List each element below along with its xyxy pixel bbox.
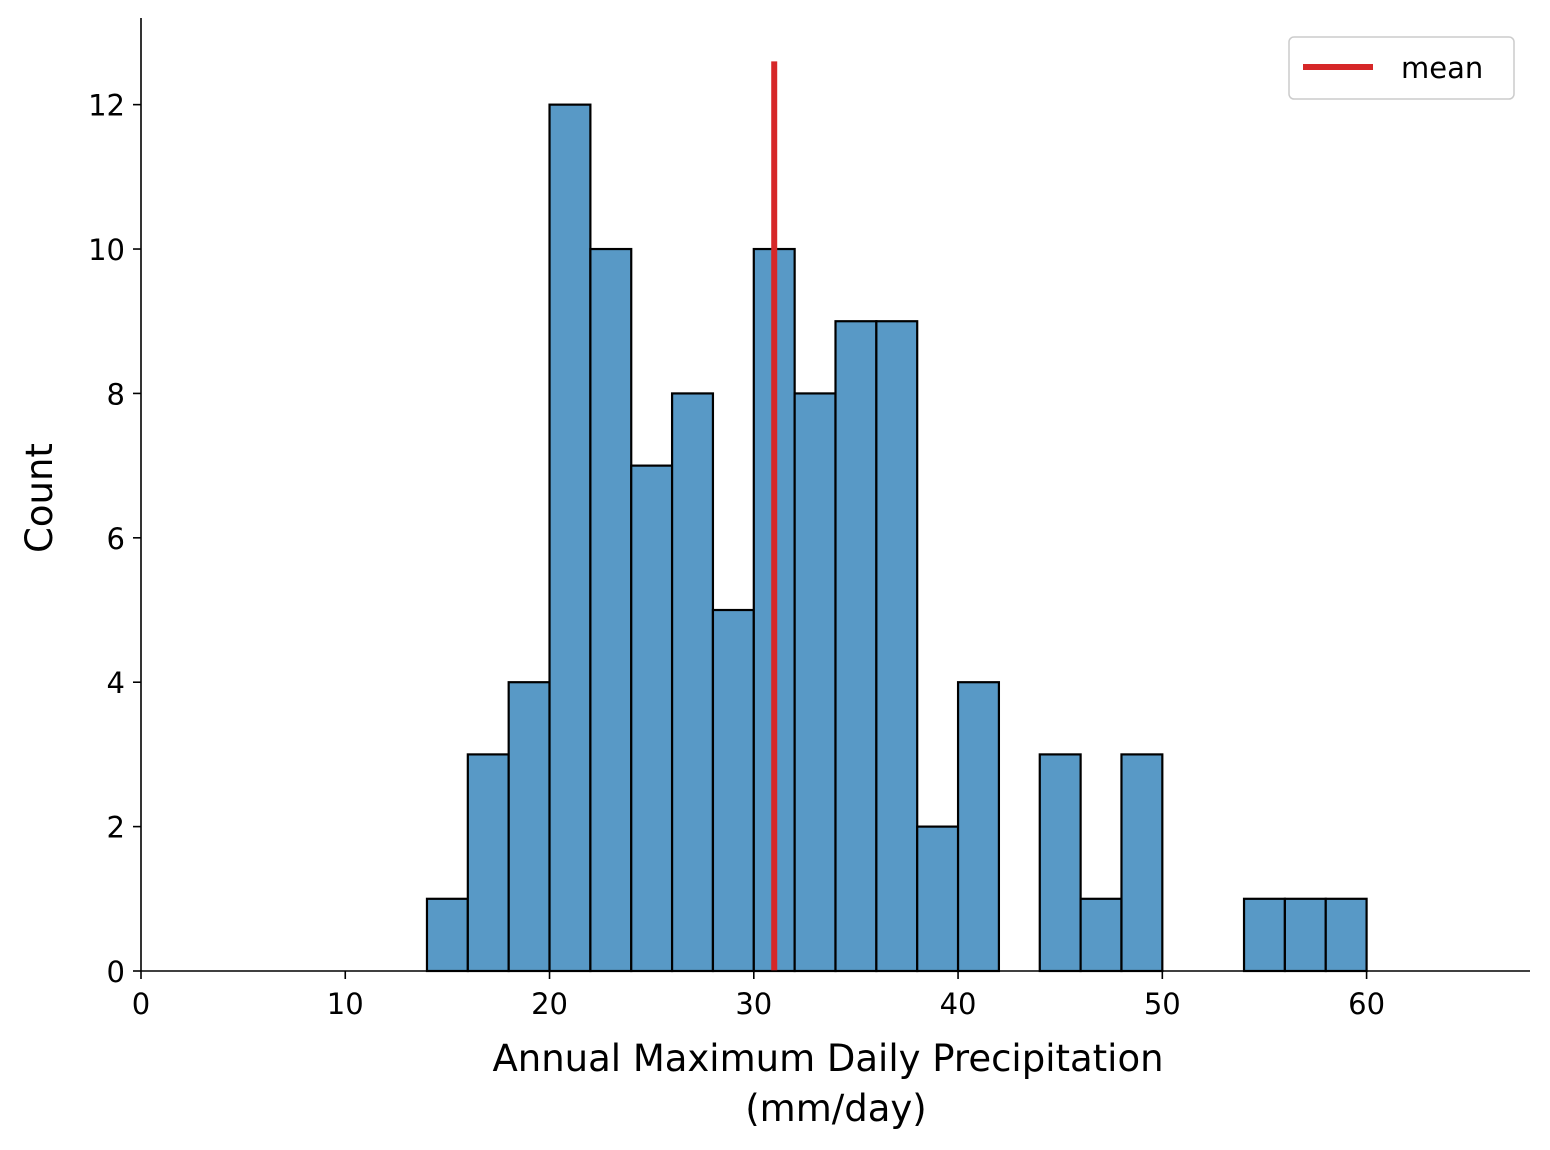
histogram-bar-16-18 xyxy=(466,753,510,973)
y-axis-label: Count xyxy=(18,443,61,553)
histogram-bar-32-34 xyxy=(793,392,837,973)
y-tick-label: 6 xyxy=(107,522,125,556)
y-tick-label: 8 xyxy=(107,377,125,411)
histogram-bar-48-50 xyxy=(1120,753,1164,973)
x-tick-label: 60 xyxy=(1348,987,1385,1021)
histogram-bar-20-22 xyxy=(548,103,592,973)
histogram-bar-54-56 xyxy=(1242,897,1286,973)
y-tick-label: 4 xyxy=(107,666,125,700)
legend-box xyxy=(1288,36,1515,100)
histogram-bars xyxy=(425,103,1368,973)
histogram-bar-44-46 xyxy=(1038,753,1082,973)
histogram-bar-58-60 xyxy=(1324,897,1368,973)
histogram-bar-36-38 xyxy=(875,320,919,973)
y-tick-label: 10 xyxy=(88,233,125,267)
y-tick-label: 2 xyxy=(107,811,125,845)
histogram-bar-22-24 xyxy=(589,247,633,973)
histogram-bar-24-26 xyxy=(630,464,674,973)
histogram-bar-46-48 xyxy=(1079,897,1123,973)
x-tick-label: 50 xyxy=(1144,987,1181,1021)
axes xyxy=(140,18,1530,972)
histogram-bar-26-28 xyxy=(670,392,715,973)
y-axis-ticks: 0 2 4 6 8 10 12 xyxy=(88,89,141,989)
histogram-bar-40-42 xyxy=(956,681,1001,973)
x-tick-label: 20 xyxy=(531,987,568,1021)
x-tick-label: 30 xyxy=(735,987,772,1021)
histogram-bar-18-20 xyxy=(507,681,551,973)
y-tick-label: 0 xyxy=(107,955,125,989)
histogram-bar-28-30 xyxy=(711,608,755,973)
x-axis-label-line2: (mm/day) xyxy=(745,1087,926,1130)
histogram-bar-38-40 xyxy=(916,825,960,973)
legend: mean xyxy=(1288,36,1515,100)
histogram-bar-14-16 xyxy=(425,897,469,973)
x-axis-label-line1: Annual Maximum Daily Precipitation xyxy=(492,1037,1163,1080)
y-tick-label: 12 xyxy=(88,89,125,123)
x-axis-ticks: 0 10 20 30 40 50 60 xyxy=(132,971,1385,1021)
x-tick-label: 0 xyxy=(132,987,150,1021)
histogram-bar-34-36 xyxy=(834,320,878,973)
histogram-bar-56-58 xyxy=(1283,897,1327,973)
legend-label-mean: mean xyxy=(1401,51,1483,85)
x-tick-label: 10 xyxy=(327,987,364,1021)
x-tick-label: 40 xyxy=(940,987,977,1021)
